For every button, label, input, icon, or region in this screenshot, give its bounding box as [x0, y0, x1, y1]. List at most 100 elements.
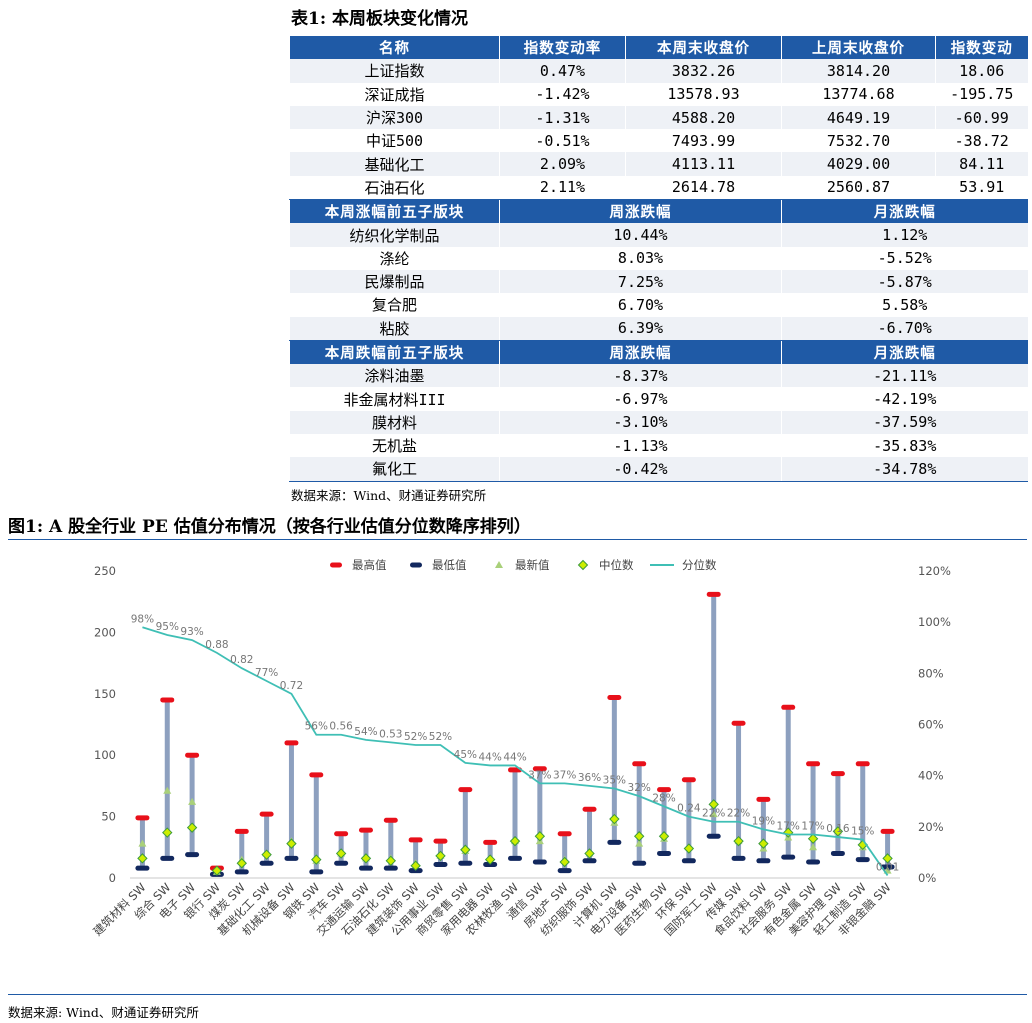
percentile-data-label: 0.53 — [379, 728, 402, 740]
column-header: 周涨跌幅 — [499, 199, 782, 224]
percentile-data-label: 95% — [156, 621, 179, 633]
y-right-tick-label: 80% — [918, 666, 944, 680]
min-marker — [582, 858, 597, 864]
median-marker — [633, 831, 645, 842]
median-marker — [311, 854, 322, 865]
max-marker — [557, 831, 572, 837]
min-marker — [259, 860, 274, 866]
max-marker — [483, 839, 498, 845]
table-cell-name: 涂料油墨 — [289, 364, 500, 388]
column-header: 指数变动率 — [499, 36, 626, 60]
table-cell-name: 上证指数 — [289, 59, 500, 83]
median-marker — [186, 822, 198, 833]
table-cell-prev: 4029.00 — [781, 152, 936, 176]
range-bar — [562, 833, 568, 871]
percentile-data-label: 15% — [851, 826, 874, 838]
max-marker — [185, 752, 200, 758]
max-marker — [681, 777, 696, 783]
percentile-data-label: 54% — [354, 726, 377, 738]
median-marker — [584, 848, 595, 859]
table-cell-close: 4113.11 — [625, 152, 782, 176]
y-left-tick-label: 250 — [94, 564, 116, 578]
range-bar — [785, 707, 791, 858]
percentile-data-label: 45% — [454, 749, 477, 761]
table-cell-week: 7.25% — [499, 269, 782, 294]
range-bar — [537, 768, 543, 863]
table-cell-name: 粘胶 — [289, 316, 500, 341]
range-bar — [587, 809, 593, 861]
range-bar — [810, 763, 816, 863]
percentile-data-label: 0.24 — [677, 803, 701, 815]
table-cell-diff: 53.91 — [935, 175, 1028, 201]
percentile-data-label: 36% — [578, 772, 601, 784]
min-marker — [433, 861, 448, 867]
table-cell-week: -6.97% — [499, 387, 782, 411]
max-marker — [309, 772, 324, 778]
median-marker — [658, 831, 670, 842]
table-cell-name: 纺织化学制品 — [289, 223, 500, 247]
table-cell-month: -5.52% — [781, 246, 1028, 270]
median-marker — [733, 835, 744, 847]
table-row: 基础化工 2.09% 4113.11 4029.00 84.11 — [289, 152, 1028, 176]
max-marker — [383, 817, 398, 823]
table-cell-name: 沪深300 — [289, 105, 500, 130]
table-cell-diff: -38.72 — [935, 129, 1028, 153]
range-bar — [239, 831, 245, 872]
range-bar — [388, 820, 394, 869]
min-marker — [284, 855, 299, 861]
legend-max-swatch — [330, 562, 342, 568]
median-marker — [137, 853, 148, 864]
median-marker — [807, 833, 819, 844]
percentile-line — [142, 626, 889, 876]
percentile-data-label: 35% — [603, 774, 626, 786]
percentile-data-label: 0.01 — [876, 861, 899, 873]
min-marker — [383, 865, 398, 871]
figure-source: 数据来源: Wind、财通证券研究所 — [8, 1005, 199, 1020]
table-row: 膜材料 -3.10% -37.59% — [289, 410, 1028, 435]
table-cell-close: 4588.20 — [625, 105, 782, 130]
table-cell-name: 深证成指 — [289, 82, 500, 106]
max-marker — [234, 828, 249, 834]
table-cell-prev: 4649.19 — [781, 105, 936, 130]
percentile-data-label: 98% — [131, 613, 154, 625]
table-header-row: 本周涨幅前五子版块 周涨跌幅 月涨跌幅 — [289, 199, 1028, 224]
table-row: 非金属材料III -6.97% -42.19% — [289, 387, 1028, 411]
max-marker — [706, 591, 721, 597]
min-marker — [657, 850, 672, 856]
latest-marker — [709, 810, 718, 818]
table-cell-week: -0.42% — [499, 457, 782, 482]
max-marker — [657, 787, 672, 793]
median-marker — [162, 827, 173, 838]
table-cell-prev: 3814.20 — [781, 59, 936, 83]
table-cell-prev: 2560.87 — [781, 175, 936, 201]
table-caption: 表1: 本周板块变化情况 — [291, 9, 469, 29]
column-header: 指数变动 — [935, 36, 1028, 60]
min-marker — [334, 860, 349, 866]
range-bar — [363, 830, 369, 869]
min-marker — [706, 833, 721, 839]
table-cell-close: 2614.78 — [625, 175, 782, 201]
table-cell-month: 5.58% — [781, 293, 1028, 317]
table-source: 数据来源：Wind、财通证券研究所 — [291, 488, 487, 503]
min-marker — [756, 858, 771, 864]
max-marker — [135, 815, 150, 821]
column-header: 名称 — [289, 36, 500, 60]
median-marker — [360, 853, 372, 864]
latest-marker — [635, 839, 644, 847]
table-cell-week: -1.13% — [499, 434, 782, 458]
legend-label: 最新值 — [515, 558, 550, 572]
median-marker — [559, 856, 570, 868]
max-marker — [781, 704, 796, 710]
range-bar — [164, 699, 170, 859]
table-cell-name: 非金属材料III — [289, 387, 500, 411]
latest-marker — [138, 839, 147, 847]
latest-marker — [809, 843, 818, 851]
table-cell-prev: 13774.68 — [781, 82, 936, 106]
table-cell-chg: -0.51% — [499, 129, 626, 153]
range-bar — [661, 789, 667, 854]
max-marker — [284, 740, 299, 746]
median-marker — [683, 843, 695, 854]
legend-label: 分位数 — [682, 558, 717, 572]
percentile-data-label: 56% — [305, 721, 328, 733]
percentile-data-label: 17% — [777, 821, 800, 833]
